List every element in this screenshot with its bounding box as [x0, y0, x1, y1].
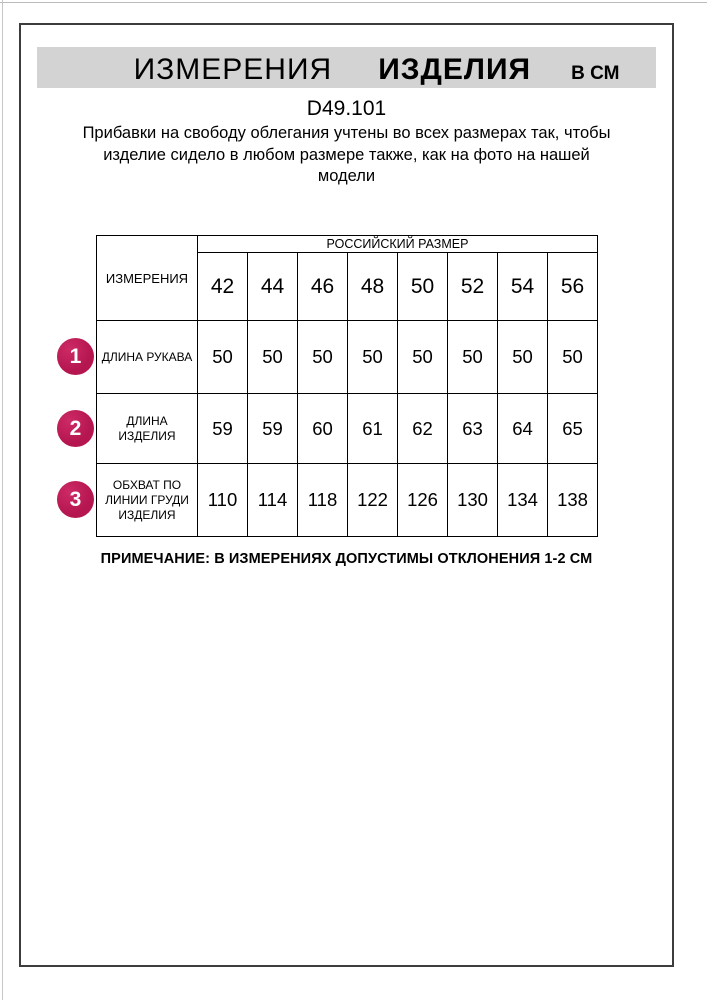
measurement-value: 118	[297, 463, 348, 537]
title-unit-cm: В СМ	[571, 63, 620, 84]
note-text: ПРИМЕЧАНИЕ: В ИЗМЕРЕНИЯХ ДОПУСТИМЫ ОТКЛО…	[100, 551, 593, 567]
row-number-badge-3: 3	[57, 481, 94, 518]
measurement-value: 61	[347, 393, 398, 464]
row-label-sleeve-length: ДЛИНА РУКАВА	[96, 320, 198, 394]
measurement-value: 50	[547, 320, 598, 394]
title-product: ИЗДЕЛИЯ	[378, 53, 532, 86]
title-bar: ИЗМЕРЕНИЯ ИЗДЕЛИЯ В СМ	[37, 47, 656, 88]
measurement-value: 50	[297, 320, 348, 394]
measurement-value: 50	[397, 320, 448, 394]
table-row: ОБХВАТ ПО ЛИНИИ ГРУДИ ИЗДЕЛИЯ 110 114 11…	[96, 463, 598, 537]
size-column-header: 52	[447, 252, 498, 321]
size-table: ИЗМЕРЕНИЯ РОССИЙСКИЙ РАЗМЕР 42 44 46 48 …	[96, 235, 598, 537]
measurement-value: 138	[547, 463, 598, 537]
measurement-value: 63	[447, 393, 498, 464]
measurement-value: 62	[397, 393, 448, 464]
size-column-header: 48	[347, 252, 398, 321]
measurement-value: 126	[397, 463, 448, 537]
title-measurements: ИЗМЕРЕНИЯ	[133, 53, 333, 86]
measurement-value: 110	[197, 463, 248, 537]
measurement-value: 50	[247, 320, 298, 394]
measurement-value: 50	[197, 320, 248, 394]
model-number: D49.101	[306, 97, 387, 120]
size-column-header: 44	[247, 252, 298, 321]
measurement-value: 64	[497, 393, 548, 464]
measurement-value: 130	[447, 463, 498, 537]
description-line-1: Прибавки на свободу облегания учтены во …	[82, 124, 611, 142]
measurement-value: 65	[547, 393, 598, 464]
size-column-header: 56	[547, 252, 598, 321]
measurement-value: 122	[347, 463, 398, 537]
measurement-value: 114	[247, 463, 298, 537]
measurement-value: 50	[497, 320, 548, 394]
description-line-3: модели	[317, 167, 376, 185]
row-number-badge-2: 2	[57, 410, 94, 447]
page-edge-left	[2, 0, 3, 1000]
table-row: ДЛИНА РУКАВА 50 50 50 50 50 50 50 50	[96, 320, 598, 394]
measurement-value: 50	[447, 320, 498, 394]
measurement-value: 59	[247, 393, 298, 464]
page-edge-top	[0, 2, 707, 3]
size-column-header: 46	[297, 252, 348, 321]
size-column-header: 54	[497, 252, 548, 321]
row-label-product-length: ДЛИНА ИЗДЕЛИЯ	[96, 393, 198, 464]
table-row: ДЛИНА ИЗДЕЛИЯ 59 59 60 61 62 63 64 65	[96, 393, 598, 464]
description-line-2: изделие сидело в любом размере также, ка…	[103, 145, 590, 164]
table-group-header: РОССИЙСКИЙ РАЗМЕР	[197, 235, 598, 253]
size-column-header: 50	[397, 252, 448, 321]
row-number-badge-1: 1	[57, 338, 94, 375]
table-corner-header: ИЗМЕРЕНИЯ	[96, 235, 198, 321]
row-label-chest-girth: ОБХВАТ ПО ЛИНИИ ГРУДИ ИЗДЕЛИЯ	[96, 463, 198, 537]
measurement-value: 60	[297, 393, 348, 464]
measurement-value: 50	[347, 320, 398, 394]
description-text: Прибавки на свободу облегания учтены во …	[19, 123, 674, 188]
measurement-value: 134	[497, 463, 548, 537]
measurement-value: 59	[197, 393, 248, 464]
size-column-header: 42	[197, 252, 248, 321]
